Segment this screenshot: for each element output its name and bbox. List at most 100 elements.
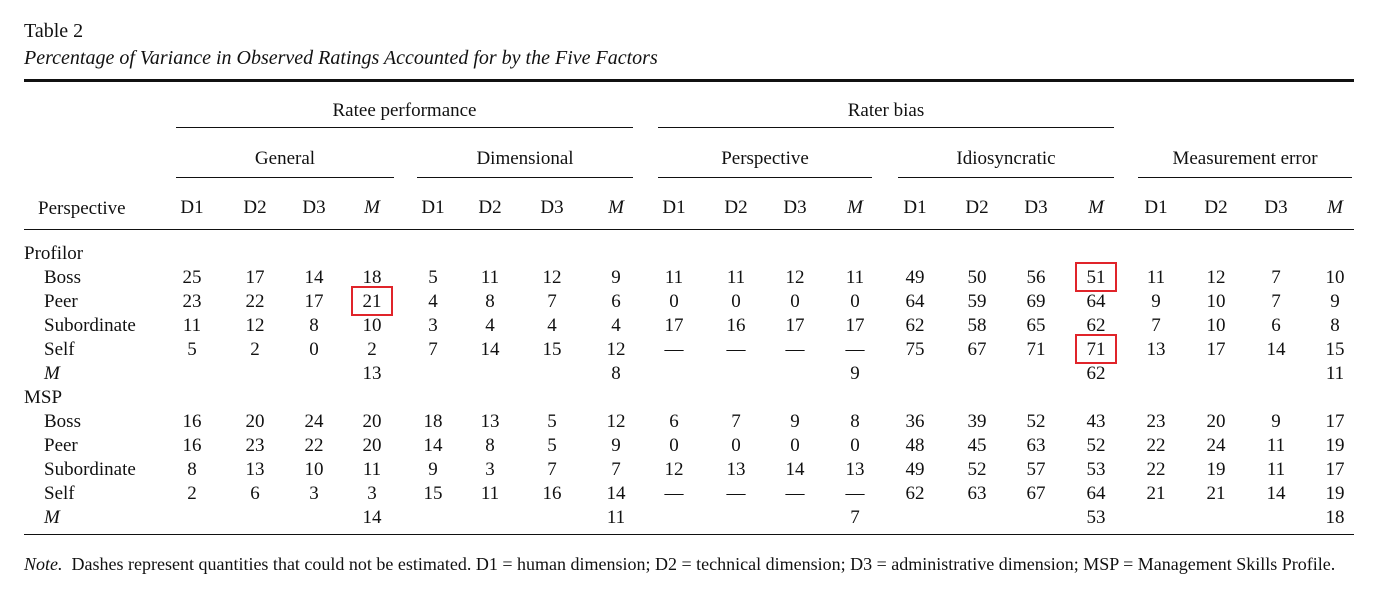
column-header-measurement-d2: D2 [1204, 197, 1228, 218]
table-cell: 17 [245, 267, 265, 288]
table-cell: 14 [423, 435, 443, 456]
table-cell: 14 [304, 267, 324, 288]
subheader-dimensional: Dimensional [476, 148, 574, 169]
column-header-dimensional-m: M [608, 197, 624, 218]
header-rule [24, 229, 1354, 230]
table-cell: 14 [1266, 339, 1286, 360]
subheader-idiosyncratic: Idiosyncratic [956, 148, 1056, 169]
table-cell: 11 [480, 483, 500, 504]
table-label: Table 2 [24, 20, 84, 42]
table-cell: 22 [1146, 435, 1166, 456]
table-cell: 24 [304, 411, 324, 432]
column-header-dimensional-d1: D1 [421, 197, 445, 218]
table-cell: 53 [1086, 459, 1106, 480]
subheader-rule-idiosyncratic [898, 177, 1114, 178]
table-cell: 11 [726, 267, 746, 288]
table-cell: 67 [1026, 483, 1046, 504]
table-cell: 21 [1146, 483, 1166, 504]
table-row: M 13 8 9 62 11 [0, 363, 1382, 387]
table-cell: 9 [611, 267, 621, 288]
table-cell: 12 [245, 315, 265, 336]
table-cell: 4 [485, 315, 495, 336]
table-cell: 9 [428, 459, 438, 480]
table-row: Self 2 6 3 3 15 11 16 14— — — —62 63 67 64 21 21 14 19 [0, 483, 1382, 507]
table-cell: 12 [606, 411, 626, 432]
subheader-measurement-error: Measurement error [1172, 148, 1318, 169]
highlight-box [1075, 334, 1117, 364]
table-cell: 3 [428, 315, 438, 336]
table-cell: 59 [967, 291, 987, 312]
table-cell: 25 [182, 267, 202, 288]
table-cell: 8 [1330, 315, 1340, 336]
table-cell: 3 [309, 483, 319, 504]
subheader-rule-perspective [658, 177, 872, 178]
table-cell: 20 [1206, 411, 1226, 432]
table-cell: 71 [1086, 339, 1106, 360]
table-cell: 18 [362, 267, 382, 288]
table-cell: 7 [547, 291, 557, 312]
table-cell: 12 [664, 459, 684, 480]
table-cell: 17 [1325, 459, 1345, 480]
table-cell: 3 [485, 459, 495, 480]
row-label: Boss [44, 411, 81, 432]
table-cell: 19 [1325, 483, 1345, 504]
column-header-idiosyncratic-m: M [1088, 197, 1104, 218]
table-cell: 71 [1026, 339, 1046, 360]
table-cell: 0 [850, 291, 860, 312]
table-cell: 50 [967, 267, 987, 288]
table-cell: 22 [245, 291, 265, 312]
table-row: Boss 25 17 14 18 5 11 12 9 11 11 12 11 49 50 56 51 11 12 7 1… [0, 262, 1382, 292]
table-title: Percentage of Variance in Observed Ratin… [24, 47, 658, 69]
table-cell: 8 [485, 291, 495, 312]
top-rule [24, 79, 1354, 82]
table-cell: 13 [845, 459, 865, 480]
table-cell: 20 [245, 411, 265, 432]
table-row: M 14 11 7 53 18 [0, 507, 1382, 531]
row-label: Subordinate [44, 315, 136, 336]
table-cell: 11 [845, 267, 865, 288]
table-cell: 11 [1266, 459, 1286, 480]
table-cell: 4 [547, 315, 557, 336]
note-label: Note. [24, 554, 63, 574]
table-cell: 52 [1026, 411, 1046, 432]
column-header-measurement-d3: D3 [1264, 197, 1288, 218]
table-cell: 9 [790, 411, 800, 432]
table-cell: 13 [480, 411, 500, 432]
table-cell: 23 [182, 291, 202, 312]
table-cell: 8 [611, 363, 621, 384]
table-cell: 45 [967, 435, 987, 456]
table-cell: 0 [669, 435, 679, 456]
table-cell: 6 [250, 483, 260, 504]
table-cell: 62 [905, 483, 925, 504]
table-cell: 7 [1271, 267, 1281, 288]
stub-header: Perspective [38, 198, 126, 219]
group-rule-rater [658, 127, 1114, 128]
table-cell: 8 [309, 315, 319, 336]
table-cell: 56 [1026, 267, 1046, 288]
table-cell: 21 [1206, 483, 1226, 504]
table-cell: 12 [542, 267, 562, 288]
table-cell: — [785, 339, 805, 360]
table-cell: 6 [611, 291, 621, 312]
table-cell: 2 [250, 339, 260, 360]
table-cell: 49 [905, 459, 925, 480]
table-cell: 0 [309, 339, 319, 360]
table-cell: 5 [547, 435, 557, 456]
table-cell: 9 [1151, 291, 1161, 312]
table-cell: 20 [362, 411, 382, 432]
table-cell: 14 [606, 483, 626, 504]
column-header-measurement-d1: D1 [1144, 197, 1168, 218]
table-cell: 16 [542, 483, 562, 504]
subheader-rule-dimensional [417, 177, 633, 178]
table-cell: 0 [731, 291, 741, 312]
table-cell: 9 [611, 435, 621, 456]
table-cell: 17 [1325, 411, 1345, 432]
table-row: Peer 16 23 22 20 14 8 5 9 0 0 0 0 48 45 63 52 22 24 11 19 [0, 435, 1382, 459]
table-cell: 63 [1026, 435, 1046, 456]
table-cell: 0 [790, 435, 800, 456]
table-row: Boss 16 20 24 20 18 13 5 12 6 7 9 8 36 39 52 43 23 20 9 17 [0, 411, 1382, 435]
column-header-measurement-m: M [1327, 197, 1343, 218]
row-label: Boss [44, 267, 81, 288]
column-header-general-d1: D1 [180, 197, 204, 218]
table-cell: 10 [304, 459, 324, 480]
